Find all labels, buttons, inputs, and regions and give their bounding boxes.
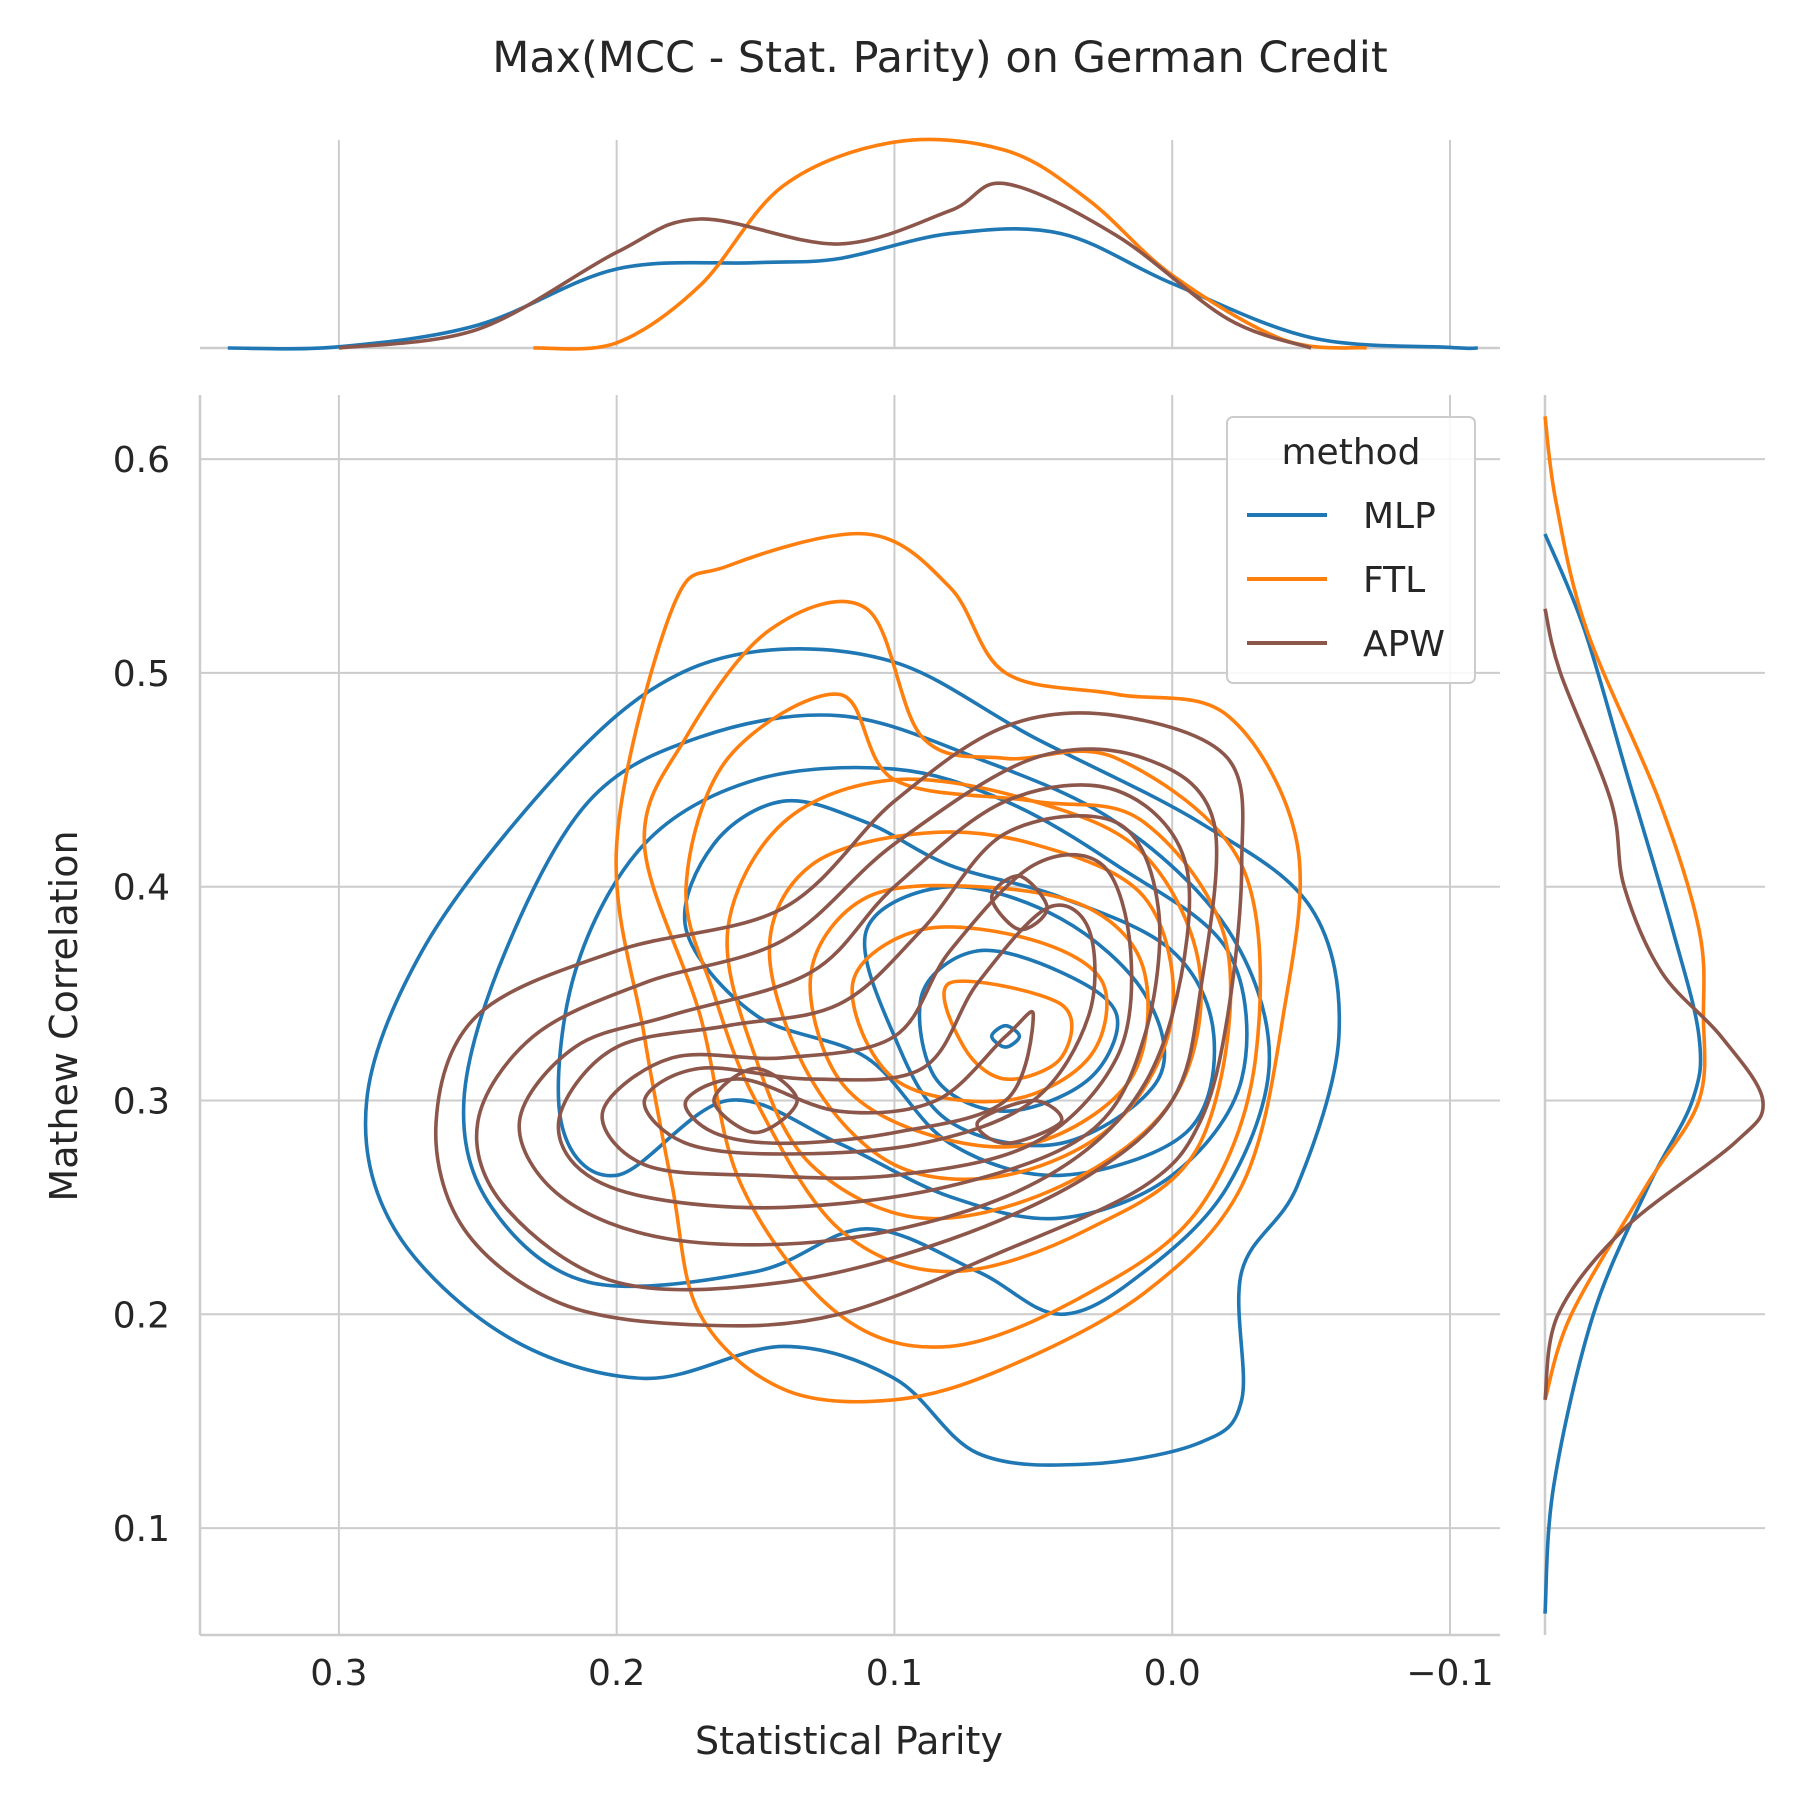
contour-ftl-2 [642,599,1263,1349]
contour-apw-3 [517,783,1192,1247]
marginal-x-apw [338,181,1312,350]
legend-label-ftl: FTL [1363,560,1425,601]
x-tick-label: 0.3 [310,1653,367,1694]
y-axis-label: Mathew Correlation [42,830,86,1201]
contour-apw-7 [683,1010,1036,1146]
x-tick-label: 0.1 [866,1653,923,1694]
chart-title: Max(MCC - Stat. Parity) on German Credit [492,33,1388,83]
y-tick-label: 0.1 [113,1509,170,1550]
contour-mlp-7 [989,1023,1022,1049]
contour-ftl-8 [942,979,1074,1082]
marginal-y-mlp [1543,533,1703,1614]
tick-labels: 0.3 0.2 0.1 0.0 −0.1 0.1 0.2 0.3 0.4 0.5 0.6 [113,440,1494,1694]
y-tick-label: 0.6 [113,440,170,481]
contour-ftl-4 [725,777,1203,1221]
density-curves [227,137,1765,1614]
series-mlp [227,227,1703,1614]
contour-ftl-7 [850,925,1109,1104]
series-ftl [533,137,1707,1404]
contour-mlp-1 [363,646,1342,1467]
marginal-x-mlp [227,227,1478,351]
y-tick-label: 0.5 [113,654,170,695]
contour-apw-4 [556,814,1162,1210]
axis-spines [198,346,1547,1637]
contour-mlp-6 [917,948,1120,1113]
x-tick-label: 0.2 [588,1653,645,1694]
y-tick-label: 0.3 [113,1082,170,1123]
contour-mlp-2 [461,713,1272,1317]
legend-entry-mlp: MLP [1247,496,1436,537]
marginal-x-ftl [533,137,1367,351]
legend-entry-apw: APW [1247,624,1445,665]
x-tick-label: −0.1 [1406,1653,1493,1694]
contour-apw-8 [712,1066,799,1135]
legend-label-apw: APW [1363,624,1445,665]
series-apw [338,181,1765,1401]
contour-apw-1 [433,711,1245,1328]
y-tick-label: 0.2 [113,1295,170,1336]
contour-apw-5 [600,852,1134,1180]
y-tick-label: 0.4 [113,868,170,909]
contour-mlp-5 [862,884,1167,1148]
legend: method MLP FTL APW [1226,416,1476,684]
x-axis-label: Statistical Parity [695,1719,1003,1763]
marginal-y-apw [1543,608,1765,1401]
marginal-y-ftl [1543,416,1707,1401]
legend-entry-ftl: FTL [1247,560,1425,601]
legend-frame [1226,416,1476,684]
contour-mlp-3 [556,765,1249,1221]
contour-apw-9 [989,874,1049,932]
grid-lines [200,140,1765,1635]
legend-title: method [1281,432,1420,473]
contour-apw-6 [642,903,1097,1156]
legend-label-mlp: MLP [1363,496,1436,537]
contour-mlp-4 [682,798,1217,1178]
x-tick-label: 0.0 [1144,1653,1201,1694]
contour-apw-10 [975,1098,1064,1146]
contour-apw-2 [474,747,1219,1292]
